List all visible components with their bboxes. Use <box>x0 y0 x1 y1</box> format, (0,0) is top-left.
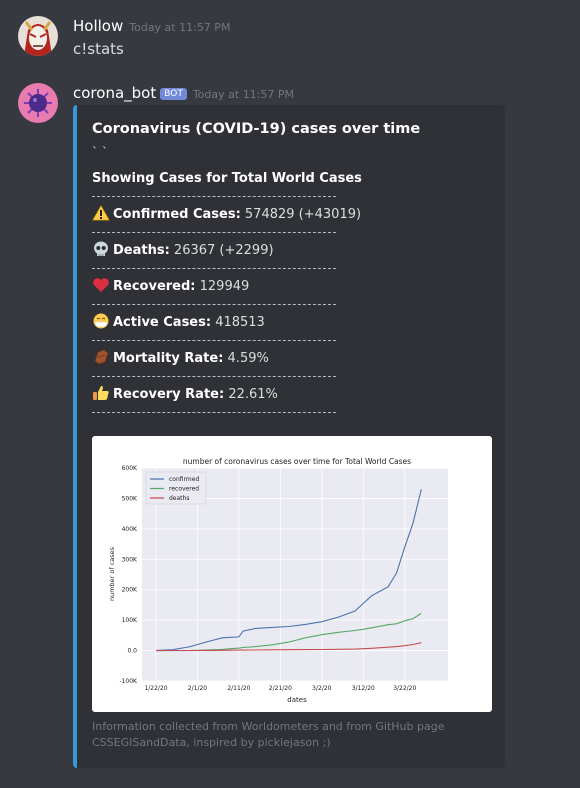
divider <box>92 232 336 233</box>
stat-label: Mortality Rate: <box>113 351 224 366</box>
y-tick-label: 400K <box>122 526 138 533</box>
stat-confirmed: Confirmed Cases: 574829 (+43019) <box>92 205 361 222</box>
stat-label: Recovery Rate: <box>113 387 225 402</box>
stat-value: 22.61% <box>224 387 278 402</box>
x-axis-label: dates <box>287 696 307 704</box>
stat-mortality: Mortality Rate: 4.59% <box>92 349 269 366</box>
y-tick-label: 300K <box>122 556 138 563</box>
avatar[interactable] <box>18 83 58 123</box>
y-tick-label: 0.0 <box>127 648 137 655</box>
stat-recovery: Recovery Rate: 22.61% <box>92 385 278 402</box>
x-tick-label: 3/12/20 <box>352 685 375 692</box>
x-tick-label: 2/11/20 <box>227 685 250 692</box>
divider <box>92 340 336 341</box>
footer-line: Information collected from Worldometers … <box>92 720 445 733</box>
x-tick-label: 2/1/20 <box>188 685 207 692</box>
series-line-deaths <box>155 642 422 652</box>
footer-line: CSSEGISandData, inspired by picklejason … <box>92 736 331 749</box>
stat-label: Deaths: <box>113 243 170 258</box>
divider <box>92 268 336 269</box>
timestamp: Today at 11:57 PM <box>192 88 295 101</box>
message-text: c!stats <box>73 40 124 58</box>
x-tick-label: 2/21/20 <box>269 685 292 692</box>
chart-image[interactable]: 600K 500K 400K 300K 200K 100K 0.0 -100K 1/22/20… <box>92 436 492 712</box>
stat-label: Active Cases: <box>113 315 212 330</box>
divider <box>92 196 336 197</box>
stat-value: 26367 (+2299) <box>169 243 274 258</box>
divider <box>92 376 336 377</box>
mask-face-icon <box>93 313 109 329</box>
y-tick-label: -100K <box>119 678 138 685</box>
skull-icon <box>94 241 108 256</box>
stat-deaths: Deaths: 26367 (+2299) <box>92 241 274 258</box>
stat-label: Recovered: <box>113 279 196 294</box>
stat-recovered: Recovered: 129949 <box>92 277 249 294</box>
divider <box>92 412 336 413</box>
legend: confirmed recovered deaths <box>145 471 207 505</box>
y-tick-label: 500K <box>122 495 138 502</box>
heart-icon <box>93 278 109 292</box>
stat-label: Confirmed Cases: <box>113 207 241 222</box>
stat-value: 574829 (+43019) <box>240 207 362 222</box>
embed-title: Coronavirus (COVID-19) cases over time <box>92 121 421 137</box>
avatar[interactable] <box>18 16 58 56</box>
username[interactable]: corona_bot BOT Today at 11:57 PM <box>73 84 294 102</box>
x-tick-label: 3/22/20 <box>393 685 416 692</box>
username-text[interactable]: Hollow <box>73 17 124 35</box>
x-tick-label: 3/2/20 <box>312 685 331 692</box>
stat-value: 418513 <box>211 315 265 330</box>
legend-label: deaths <box>169 495 189 502</box>
coffin-icon <box>94 349 109 365</box>
stat-value: 4.59% <box>223 351 269 366</box>
thumbs-up-icon <box>93 386 109 400</box>
series-line-confirmed <box>155 489 422 651</box>
chart: 600K 500K 400K 300K 200K 100K 0.0 -100K 1/22/20… <box>108 457 448 704</box>
divider <box>92 304 336 305</box>
y-axis-label: number of cases <box>108 546 116 601</box>
stat-active: Active Cases: 418513 <box>92 313 265 330</box>
chart-title: number of coronavirus cases over time fo… <box>183 457 411 466</box>
embed-footer: Information collected from Worldometers … <box>92 719 492 751</box>
warning-icon <box>92 205 110 221</box>
embed: Coronavirus (COVID-19) cases over time `… <box>73 105 505 768</box>
y-tick-label: 600K <box>122 465 138 472</box>
legend-label: confirmed <box>169 476 199 483</box>
bot-tag: BOT <box>160 88 187 100</box>
stat-value: 129949 <box>195 279 250 294</box>
timestamp: Today at 11:57 PM <box>129 21 231 34</box>
y-tick-label: 200K <box>122 587 138 594</box>
legend-label: recovered <box>169 486 199 493</box>
showing-label: Showing Cases for Total World Cases <box>92 171 362 186</box>
username[interactable]: Hollow Today at 11:57 PM <box>73 17 230 35</box>
backticks: ` ` <box>92 145 108 159</box>
y-tick-label: 100K <box>122 617 138 624</box>
x-tick-label: 1/22/20 <box>144 685 167 692</box>
username-text[interactable]: corona_bot <box>73 84 157 102</box>
